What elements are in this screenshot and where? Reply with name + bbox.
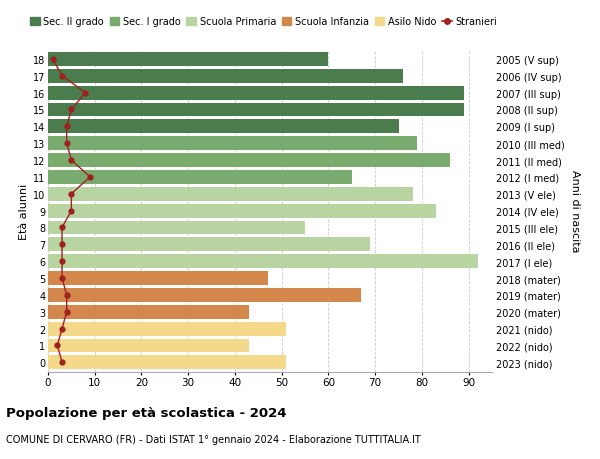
Bar	[48, 53, 328, 67]
Bar	[48, 120, 398, 134]
Text: Popolazione per età scolastica - 2024: Popolazione per età scolastica - 2024	[6, 406, 287, 419]
Bar	[48, 187, 413, 201]
Bar	[48, 221, 305, 235]
Bar	[48, 272, 268, 285]
Bar	[48, 137, 417, 151]
Bar	[48, 171, 352, 185]
Bar	[48, 238, 370, 252]
Bar	[48, 356, 286, 369]
Bar	[48, 70, 403, 84]
Bar	[48, 86, 464, 100]
Bar	[48, 305, 249, 319]
Bar	[48, 339, 249, 353]
Bar	[48, 204, 436, 218]
Bar	[48, 103, 464, 117]
Bar	[48, 288, 361, 302]
Bar	[48, 255, 478, 269]
Text: COMUNE DI CERVARO (FR) - Dati ISTAT 1° gennaio 2024 - Elaborazione TUTTITALIA.IT: COMUNE DI CERVARO (FR) - Dati ISTAT 1° g…	[6, 434, 421, 444]
Y-axis label: Anni di nascita: Anni di nascita	[571, 170, 580, 252]
Legend: Sec. II grado, Sec. I grado, Scuola Primaria, Scuola Infanzia, Asilo Nido, Stran: Sec. II grado, Sec. I grado, Scuola Prim…	[26, 14, 501, 31]
Bar	[48, 322, 286, 336]
Y-axis label: Età alunni: Età alunni	[19, 183, 29, 239]
Bar	[48, 154, 450, 168]
